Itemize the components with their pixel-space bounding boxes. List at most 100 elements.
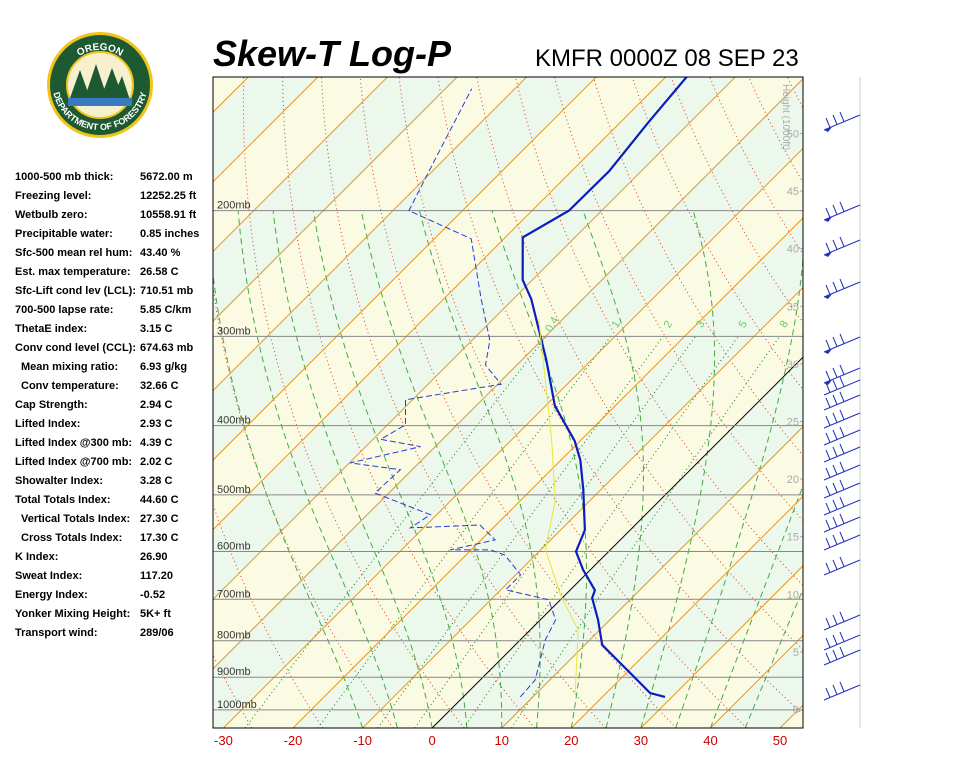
- grid-line: [292, 217, 803, 728]
- barb-feather: [839, 426, 845, 437]
- y2-tick-label: 50: [787, 128, 799, 140]
- wind-barb: [823, 111, 861, 132]
- barb-feather: [839, 531, 845, 542]
- grid-line: [779, 704, 803, 728]
- barb-feather: [839, 391, 845, 402]
- isotherm-band: [780, 705, 803, 728]
- index-value: 2.02 C: [140, 456, 172, 468]
- index-label: 700-500 lapse rate:: [15, 304, 113, 316]
- index-value: 26.58 C: [140, 266, 179, 278]
- barb-feather: [832, 394, 838, 405]
- index-label: Transport wind:: [15, 627, 98, 639]
- index-value: 674.63 mb: [140, 342, 193, 354]
- wind-barb: [823, 426, 861, 446]
- sounding-line: [538, 319, 579, 696]
- barb-feather: [825, 242, 831, 253]
- barb-feather: [825, 652, 831, 663]
- x-tick-label: 30: [634, 733, 648, 748]
- index-label: Sweat Index:: [15, 570, 82, 582]
- index-value: 44.60 C: [140, 494, 179, 506]
- x-tick-label: -30: [214, 733, 233, 748]
- sounding-line: [349, 88, 557, 698]
- wind-barb: [823, 479, 861, 499]
- barb-feather: [839, 479, 845, 490]
- barb-feather: [832, 516, 838, 527]
- barb-flag: [824, 294, 832, 299]
- barb-feather: [832, 412, 838, 423]
- barb-feather: [825, 370, 831, 381]
- index-value: 26.90: [140, 551, 168, 563]
- index-value: 2.94 C: [140, 399, 172, 411]
- mixing-ratio-label: 3: [694, 319, 707, 330]
- wind-barb: [823, 513, 861, 533]
- y-tick-label: 600mb: [217, 540, 251, 552]
- index-value: 5.85 C/km: [140, 304, 192, 316]
- y2-tick-label: 20: [787, 474, 799, 486]
- x-tick-label: 40: [703, 733, 717, 748]
- y2-tick-label: 25: [787, 417, 799, 429]
- plot-border: [212, 76, 804, 729]
- barb-feather: [825, 687, 831, 698]
- plot-area: [213, 77, 960, 728]
- moist-adiabat: [213, 271, 364, 728]
- isotherm: [213, 77, 667, 531]
- barb-feather: [825, 519, 831, 530]
- dry-adiabat: [320, 77, 606, 728]
- sounding-line: [521, 77, 688, 699]
- logo-water: [68, 98, 132, 106]
- isotherm: [850, 77, 960, 728]
- y2-tick-label: 10: [787, 589, 799, 601]
- barb-feather: [832, 684, 838, 695]
- barb-feather: [832, 281, 838, 292]
- y2-tick-label: 30: [787, 359, 799, 371]
- y-tick-label: 200mb: [217, 200, 251, 212]
- dry-adiabat: [787, 77, 803, 109]
- grid-line: [501, 426, 803, 728]
- y-tick-label: 300mb: [217, 325, 251, 337]
- wind-barb: [823, 409, 861, 429]
- barb-feather: [832, 379, 838, 390]
- index-label: 1000-500 mb thick:: [15, 171, 113, 183]
- index-label: Cross Totals Index:: [21, 532, 122, 544]
- index-label: Total Totals Index:: [15, 494, 111, 506]
- barb-feather: [825, 207, 831, 218]
- index-label: Freezing level:: [15, 190, 91, 202]
- mixing-ratio-label: 1: [609, 319, 622, 330]
- barb-feather: [839, 496, 845, 507]
- moist-adiabat: [675, 252, 803, 728]
- y-tick-label: 400mb: [217, 415, 251, 427]
- logo-text-top-path: OREGON: [75, 42, 125, 59]
- barb-feather: [832, 559, 838, 570]
- index-label: Wetbulb zero:: [15, 209, 88, 221]
- barb-feather: [825, 117, 831, 128]
- barb-feather: [839, 443, 845, 454]
- barb-feather: [839, 681, 845, 692]
- moist-adiabat: [237, 210, 398, 728]
- index-label: Sfc-Lift cond lev (LCL):: [15, 285, 136, 297]
- moist-adiabat: [312, 210, 468, 728]
- index-value: 4.39 C: [140, 437, 172, 449]
- barb-feather: [839, 646, 845, 657]
- index-value: 0.85 inches: [140, 228, 199, 240]
- index-value: 27.30 C: [140, 513, 179, 525]
- index-label: Lifted Index:: [15, 418, 80, 430]
- isotherm: [213, 77, 458, 322]
- dry-adiabat: [242, 77, 465, 728]
- index-value: 289/06: [140, 627, 174, 639]
- wind-barb: [823, 278, 861, 299]
- x-tick-label: -20: [284, 733, 303, 748]
- barb-feather: [825, 467, 831, 478]
- barb-feather: [832, 239, 838, 250]
- y-tick-label: 900mb: [217, 666, 251, 678]
- wind-barb: [823, 531, 861, 551]
- isotherm: [213, 77, 527, 392]
- grid-line: [362, 286, 803, 728]
- barb-feather: [825, 284, 831, 295]
- isotherm: [213, 78, 803, 670]
- barb-feather: [832, 634, 838, 645]
- logo-trees: [70, 64, 130, 100]
- index-value: 3.15 C: [140, 323, 172, 335]
- indices-table: 1000-500 mb thick: 5672.00 m Freezing leve…: [15, 171, 199, 639]
- barb-feather: [839, 364, 845, 375]
